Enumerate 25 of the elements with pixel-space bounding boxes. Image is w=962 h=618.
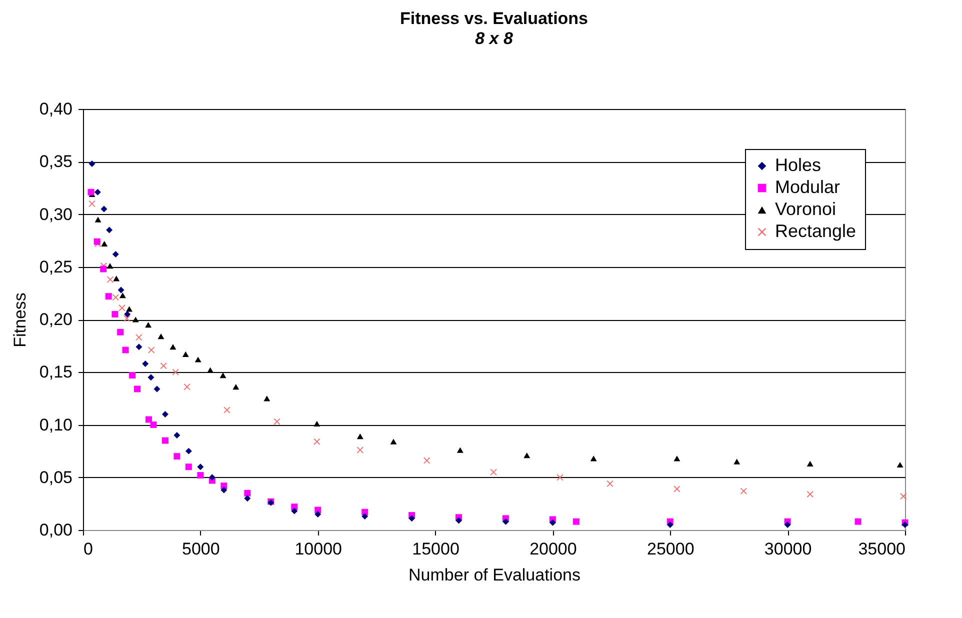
y-tick-label: 0,25 bbox=[39, 257, 72, 276]
y-tick-label: 0,10 bbox=[39, 415, 72, 434]
y-tick-label: 0,40 bbox=[39, 100, 72, 118]
x-tick-label: 15000 bbox=[412, 540, 460, 558]
y-tick-label: 0,05 bbox=[39, 468, 72, 487]
x-tick-label: 25000 bbox=[647, 540, 694, 558]
y-tick-label: 0,20 bbox=[39, 310, 72, 329]
legend-label: Holes bbox=[775, 155, 822, 175]
legend-label: Modular bbox=[775, 177, 840, 197]
legend-label: Voronoi bbox=[775, 199, 836, 219]
x-tick-label: 5000 bbox=[182, 540, 220, 558]
x-tick-label: 10000 bbox=[294, 540, 342, 558]
x-tick-label: 0 bbox=[84, 540, 93, 558]
chart-subtitle: 8 x 8 bbox=[475, 29, 514, 48]
y-tick-label: 0,00 bbox=[39, 520, 72, 540]
y-tick-label: 0,15 bbox=[39, 362, 72, 382]
x-tick-label: 30000 bbox=[764, 540, 812, 558]
y-axis-title: Fitness bbox=[10, 292, 30, 348]
x-tick-label: 35000 bbox=[858, 540, 906, 558]
chart-title: Fitness vs. Evaluations bbox=[400, 9, 588, 28]
y-tick-label: 0,35 bbox=[39, 152, 72, 172]
x-tick-label: 20000 bbox=[530, 540, 577, 558]
x-axis-title: Number of Evaluations bbox=[408, 566, 580, 584]
y-tick-label: 0,30 bbox=[39, 204, 72, 224]
legend-label: Rectangle bbox=[775, 221, 856, 241]
